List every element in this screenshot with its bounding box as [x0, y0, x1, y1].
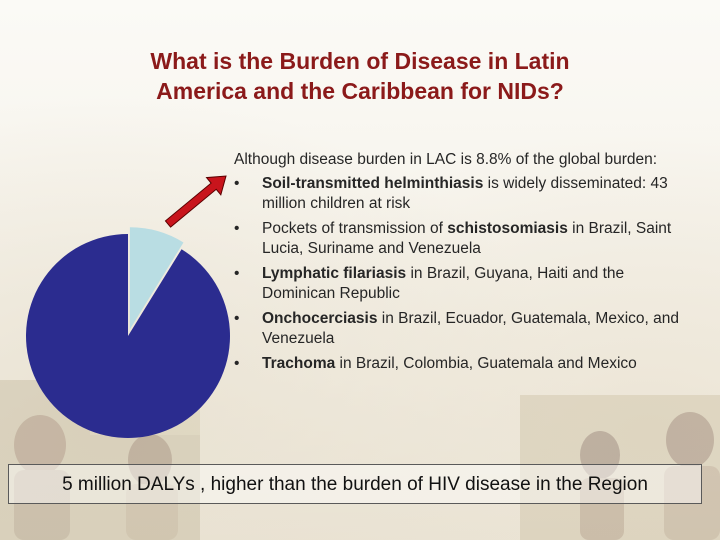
title-line-1: What is the Burden of Disease in Latin: [150, 48, 570, 74]
bullet-text: is widely disseminated: 43 million child…: [262, 175, 668, 212]
slide-title: What is the Burden of Disease in Latin A…: [60, 46, 660, 106]
bullet-icon: •: [234, 265, 240, 282]
bullet-list: • Soil-transmitted helminthiasis is widel…: [234, 174, 694, 374]
arrow-icon: [164, 175, 227, 228]
bullet-keyword: Lymphatic filariasis: [262, 265, 407, 282]
footer-callout: 5 million DALYs , higher than the burden…: [8, 464, 702, 504]
burden-pie-chart: [25, 175, 231, 438]
bullet-text: in Brazil, Colombia, Guatemala and Mexic…: [335, 355, 637, 372]
bullet-keyword: Trachoma: [262, 355, 336, 372]
bullet-keyword: Onchocerciasis: [262, 310, 378, 327]
bullet-icon: •: [234, 220, 240, 237]
bullet-keyword: schistosomiasis: [447, 220, 568, 237]
list-item: • Onchocerciasis in Brazil, Ecuador, Guat…: [234, 309, 694, 349]
bullet-keyword: Soil-transmitted helminthiasis: [262, 175, 484, 192]
bullet-icon: •: [234, 310, 240, 327]
pie-slice-rest-of-world: [25, 234, 231, 438]
list-item: • Pockets of transmission of schistosomia…: [234, 219, 694, 259]
pie-slice-lac: [129, 227, 184, 330]
title-line-2: America and the Caribbean for NIDs?: [156, 78, 564, 104]
bullet-icon: •: [234, 175, 240, 192]
bullet-text: in Brazil, Guyana, Haiti and the Dominic…: [262, 265, 625, 302]
bullet-text: Pockets of transmission of: [262, 220, 448, 237]
footer-text: 5 million DALYs , higher than the burden…: [62, 474, 648, 495]
bullet-text: in Brazil, Ecuador, Guatemala, Mexico, a…: [262, 310, 679, 347]
bullet-text: in Brazil, Saint Lucia, Suriname and Ven…: [262, 220, 672, 257]
list-item: • Lymphatic filariasis in Brazil, Guyana,…: [234, 264, 694, 304]
list-item: • Trachoma in Brazil, Colombia, Guatemala…: [234, 354, 694, 374]
bullet-icon: •: [234, 355, 240, 372]
intro-text: Although disease burden in LAC is 8.8% o…: [234, 151, 658, 168]
list-item: • Soil-transmitted helminthiasis is widel…: [234, 174, 694, 214]
body-text: Although disease burden in LAC is 8.8% o…: [234, 150, 694, 379]
